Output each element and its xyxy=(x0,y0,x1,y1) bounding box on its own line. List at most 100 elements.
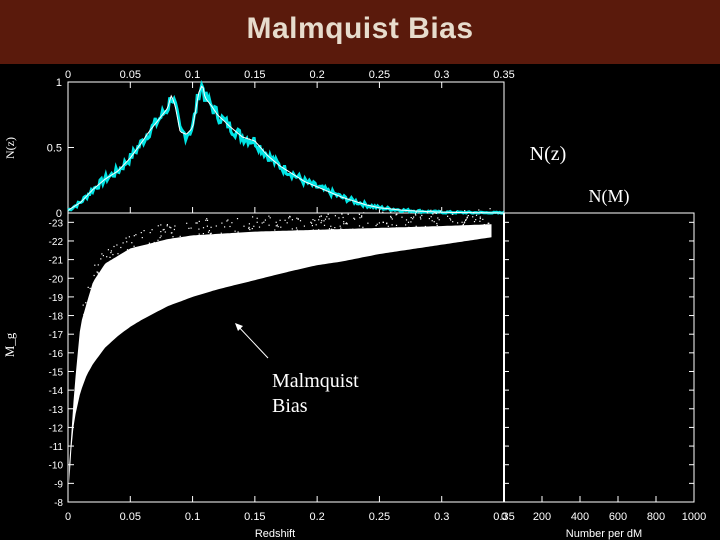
mz-scatter-point xyxy=(303,225,305,227)
mz-scatter-point xyxy=(386,222,388,224)
mz-scatter-point xyxy=(110,250,112,252)
mz-scatter-point xyxy=(323,224,326,226)
mz-scatter-point xyxy=(248,226,250,228)
mz-scatter-point xyxy=(97,264,99,266)
mz-scatter-point xyxy=(464,221,466,223)
mz-scatter-point xyxy=(215,225,217,227)
mz-y-tick-label: -10 xyxy=(49,461,64,472)
mz-scatter-point xyxy=(93,274,95,277)
nm-x-tick-label: 1000 xyxy=(682,511,706,523)
mz-scatter-point xyxy=(227,219,229,221)
nz-x-tick-label: 0.3 xyxy=(434,69,449,81)
mz-scatter-point xyxy=(334,215,336,217)
nm-x-tick-label: 200 xyxy=(533,511,551,523)
mz-scatter-point xyxy=(358,225,361,227)
mz-scatter-point xyxy=(321,220,323,222)
mz-scatter-point xyxy=(412,218,414,220)
mz-scatter-point xyxy=(481,212,483,214)
mz-scatter-point xyxy=(97,271,99,273)
mz-scatter-point xyxy=(376,223,378,225)
mz-scatter-point xyxy=(415,211,417,213)
mz-scatter-point xyxy=(133,245,135,247)
mz-scatter-point xyxy=(166,224,168,226)
nm-panel: 0 200 400 600 800 1000 xyxy=(501,213,706,523)
mz-y-tick-label: -8 xyxy=(54,498,63,509)
mz-scatter-point xyxy=(140,232,142,234)
mz-scatter-point xyxy=(268,215,270,217)
mz-scatter-point xyxy=(479,220,481,222)
mz-scatter-point xyxy=(430,209,432,211)
mz-scatter-point xyxy=(410,217,412,219)
mz-scatter-point xyxy=(109,260,111,262)
mz-scatter-point xyxy=(256,217,258,219)
mz-scatter-point xyxy=(478,209,480,211)
mz-scatter-point xyxy=(251,228,253,230)
mz-scatter-point xyxy=(395,224,398,226)
mz-scatter-point xyxy=(475,219,477,221)
mz-scatter-point xyxy=(339,225,341,227)
mz-scatter-point xyxy=(390,211,392,214)
mz-scatter-point xyxy=(396,213,398,215)
nm-x-tick-label: 800 xyxy=(647,511,665,523)
mz-scatter-point xyxy=(237,231,239,233)
mz-scatter-point xyxy=(430,216,432,218)
mz-scatter-point xyxy=(96,271,98,273)
mz-scatter-point xyxy=(311,225,313,227)
mz-scatter-point xyxy=(198,220,200,222)
nz-x-tick-label: 0.1 xyxy=(185,69,200,81)
mz-scatter-point xyxy=(354,218,356,220)
mz-scatter-point xyxy=(347,213,349,215)
mz-scatter-point xyxy=(362,226,364,228)
mz-scatter-point xyxy=(248,227,250,230)
mz-scatter-point xyxy=(122,242,124,244)
mz-scatter-point xyxy=(256,221,258,223)
mz-scatter-point xyxy=(340,227,342,229)
mz-scatter-point xyxy=(170,227,172,229)
mz-scatter-point xyxy=(163,228,165,231)
mz-scatter-point xyxy=(128,236,130,238)
mz-scatter-point xyxy=(126,249,129,251)
mz-scatter-point xyxy=(116,244,118,246)
mz-y-tick-label: -11 xyxy=(49,442,63,453)
mz-scatter-point xyxy=(249,229,251,231)
mz-scatter-point xyxy=(277,226,279,228)
mz-x-tick-label: 0 xyxy=(65,511,71,523)
mz-scatter-point xyxy=(465,219,467,221)
mz-panel: 0 0.05 0.1 0.15 0.2 0.25 0.3 0.35 -8 -9 -10 -11 -12 -… xyxy=(49,208,515,523)
mz-scatter-point xyxy=(82,304,84,306)
mz-scatter-point xyxy=(324,218,327,220)
mz-scatter-point xyxy=(296,217,298,219)
mz-scatter-point xyxy=(437,217,439,219)
title-bar: Malmquist Bias xyxy=(0,0,720,64)
mz-scatter-point xyxy=(117,253,119,255)
mz-scatter-point xyxy=(483,224,485,226)
mz-scatter-point xyxy=(314,219,316,222)
mz-scatter-point xyxy=(432,213,434,215)
mz-scatter-point xyxy=(149,232,151,234)
mz-scatter-point xyxy=(190,227,192,229)
mz-scatter-point xyxy=(125,237,127,239)
mz-scatter-point xyxy=(473,212,475,214)
mz-scatter-point xyxy=(206,218,208,220)
nz-x-tick-label: 0.35 xyxy=(493,69,514,81)
mz-scatter-point xyxy=(174,225,176,227)
mz-scatter-point xyxy=(236,218,239,220)
mz-scatter-point xyxy=(210,226,212,228)
mz-scatter-point xyxy=(436,224,438,226)
mz-scatter-point xyxy=(346,223,348,225)
mz-scatter-point xyxy=(100,258,102,260)
mz-scatter-point xyxy=(424,225,426,228)
mz-scatter-point xyxy=(410,221,412,223)
mz-scatter-point xyxy=(382,211,384,213)
nm-xlabel: Number per dM xyxy=(566,528,642,540)
mz-scatter-point xyxy=(179,235,181,237)
mz-scatter-point xyxy=(387,225,389,227)
mz-scatter-point xyxy=(173,228,175,231)
nz-ylabel: N(z) xyxy=(3,137,17,159)
mz-x-tick-label: 0.2 xyxy=(309,511,324,523)
mz-scatter-point xyxy=(367,222,369,224)
mz-scatter-point xyxy=(135,234,137,236)
mz-scatter-point xyxy=(157,225,159,227)
mz-scatter-point xyxy=(435,212,437,214)
mz-scatter-point xyxy=(295,227,298,229)
